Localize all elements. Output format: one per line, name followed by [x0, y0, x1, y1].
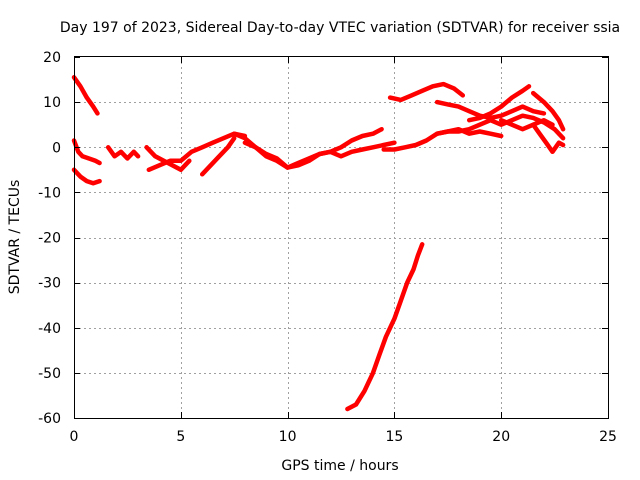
- plot-frame: [74, 56, 609, 419]
- series-line-s15: [466, 84, 532, 123]
- y-tick-label: -40: [38, 321, 61, 337]
- series-line-s18: [530, 122, 566, 155]
- y-axis-title: SDTVAR / TECUs: [7, 180, 23, 295]
- x-tick-labels: 0 5 10 15 20 25: [70, 429, 617, 445]
- x-tick-label: 5: [176, 429, 185, 445]
- grid: [74, 57, 608, 418]
- y-tick-label: -20: [38, 231, 61, 247]
- series-line-s7: [199, 135, 237, 177]
- y-tick-label: -10: [38, 185, 61, 201]
- x-tick-label: 10: [279, 429, 297, 445]
- y-tick-labels: -60 -50 -40 -30 -20 -10 0 10 20: [38, 50, 61, 427]
- chart-title: Day 197 of 2023, Sidereal Day-to-day VTE…: [60, 20, 620, 36]
- series-line-s11: [387, 81, 466, 103]
- data-series: [71, 75, 566, 412]
- x-axis-title: GPS time / hours: [281, 458, 398, 474]
- y-tick-label: -60: [38, 411, 61, 427]
- series-line-s12: [381, 113, 566, 152]
- series-line-s2: [71, 138, 102, 166]
- x-tick-label: 25: [599, 429, 617, 445]
- series-line-s16: [498, 117, 555, 132]
- x-tick-label: 20: [492, 429, 510, 445]
- series-line-s3: [71, 167, 102, 186]
- y-tick-label: 20: [43, 50, 61, 66]
- series-line-s17: [530, 90, 566, 132]
- series-line-s9: [242, 140, 397, 170]
- series-line-s13: [434, 126, 504, 139]
- y-tick-label: -30: [38, 276, 61, 292]
- series-line-s4: [105, 145, 141, 161]
- y-tick-label: 10: [43, 95, 61, 111]
- y-tick-label: 0: [52, 140, 61, 156]
- x-tick-label: 15: [385, 429, 403, 445]
- series-line-s14: [434, 99, 547, 121]
- series-line-s10: [345, 242, 425, 412]
- series-line-s1: [71, 75, 100, 116]
- series-line-s6: [146, 131, 248, 173]
- axis-ticks: [74, 57, 609, 419]
- x-tick-label: 0: [70, 429, 79, 445]
- y-tick-label: -50: [38, 366, 61, 382]
